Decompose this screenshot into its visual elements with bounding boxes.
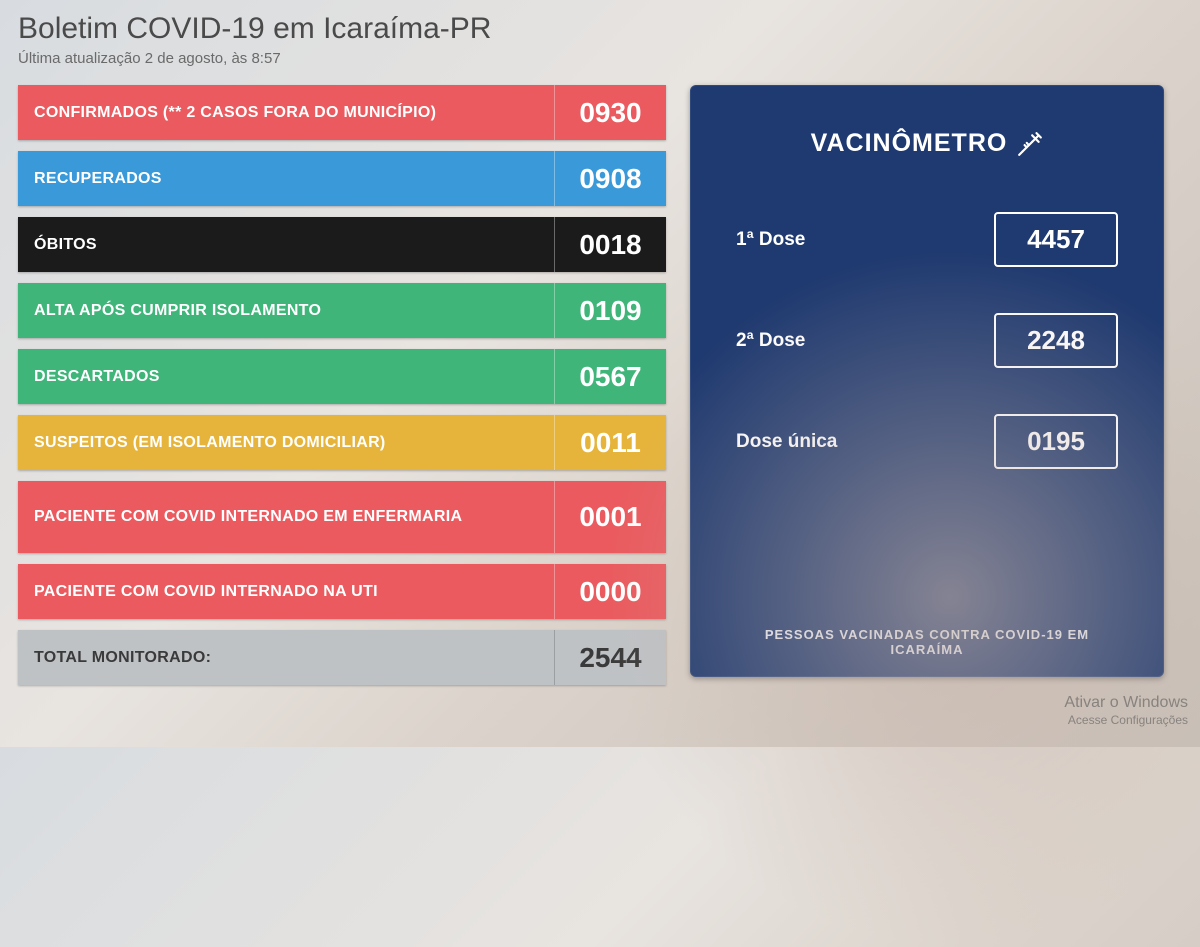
windows-activation-watermark: Ativar o Windows Acesse Configurações: [1064, 693, 1188, 729]
stat-label: RECUPERADOS: [18, 151, 554, 206]
stat-value: 0109: [554, 283, 666, 338]
last-updated: Última atualização 2 de agosto, às 8:57: [18, 50, 1182, 67]
stat-label: DESCARTADOS: [18, 349, 554, 404]
stat-row: DESCARTADOS0567: [18, 349, 666, 404]
header: Boletim COVID-19 em Icaraíma-PR Última a…: [0, 0, 1200, 71]
page-title: Boletim COVID-19 em Icaraíma-PR: [18, 12, 1182, 46]
dose-label: 1ª Dose: [736, 229, 805, 251]
stat-value: 0567: [554, 349, 666, 404]
stat-label: PACIENTE COM COVID INTERNADO NA UTI: [18, 564, 554, 619]
stat-row: CONFIRMADOS (** 2 CASOS FORA DO MUNICÍPI…: [18, 85, 666, 140]
stat-label: CONFIRMADOS (** 2 CASOS FORA DO MUNICÍPI…: [18, 85, 554, 140]
watermark-line-2: Acesse Configurações: [1064, 713, 1188, 729]
stat-row: PACIENTE COM COVID INTERNADO EM ENFERMAR…: [18, 481, 666, 553]
stat-label: SUSPEITOS (EM ISOLAMENTO DOMICILIAR): [18, 415, 554, 470]
vaccine-title-text: VACINÔMETRO: [811, 129, 1008, 158]
stat-row: SUSPEITOS (EM ISOLAMENTO DOMICILIAR)0011: [18, 415, 666, 470]
stat-label: PACIENTE COM COVID INTERNADO EM ENFERMAR…: [18, 481, 554, 553]
watermark-line-1: Ativar o Windows: [1064, 693, 1188, 714]
vaccine-panel-title: VACINÔMETRO: [811, 129, 1044, 158]
stat-label: ALTA APÓS CUMPRIR ISOLAMENTO: [18, 283, 554, 338]
stat-row: RECUPERADOS0908: [18, 151, 666, 206]
total-label: TOTAL MONITORADO:: [18, 630, 554, 685]
stat-value: 0930: [554, 85, 666, 140]
stat-row: ALTA APÓS CUMPRIR ISOLAMENTO0109: [18, 283, 666, 338]
stat-row: PACIENTE COM COVID INTERNADO NA UTI0000: [18, 564, 666, 619]
stat-row: ÓBITOS0018: [18, 217, 666, 272]
stat-value: 0018: [554, 217, 666, 272]
stats-column: CONFIRMADOS (** 2 CASOS FORA DO MUNICÍPI…: [18, 85, 666, 685]
total-row: TOTAL MONITORADO:2544: [18, 630, 666, 685]
stat-value: 0908: [554, 151, 666, 206]
stat-label: ÓBITOS: [18, 217, 554, 272]
syringe-icon: [1017, 131, 1043, 157]
